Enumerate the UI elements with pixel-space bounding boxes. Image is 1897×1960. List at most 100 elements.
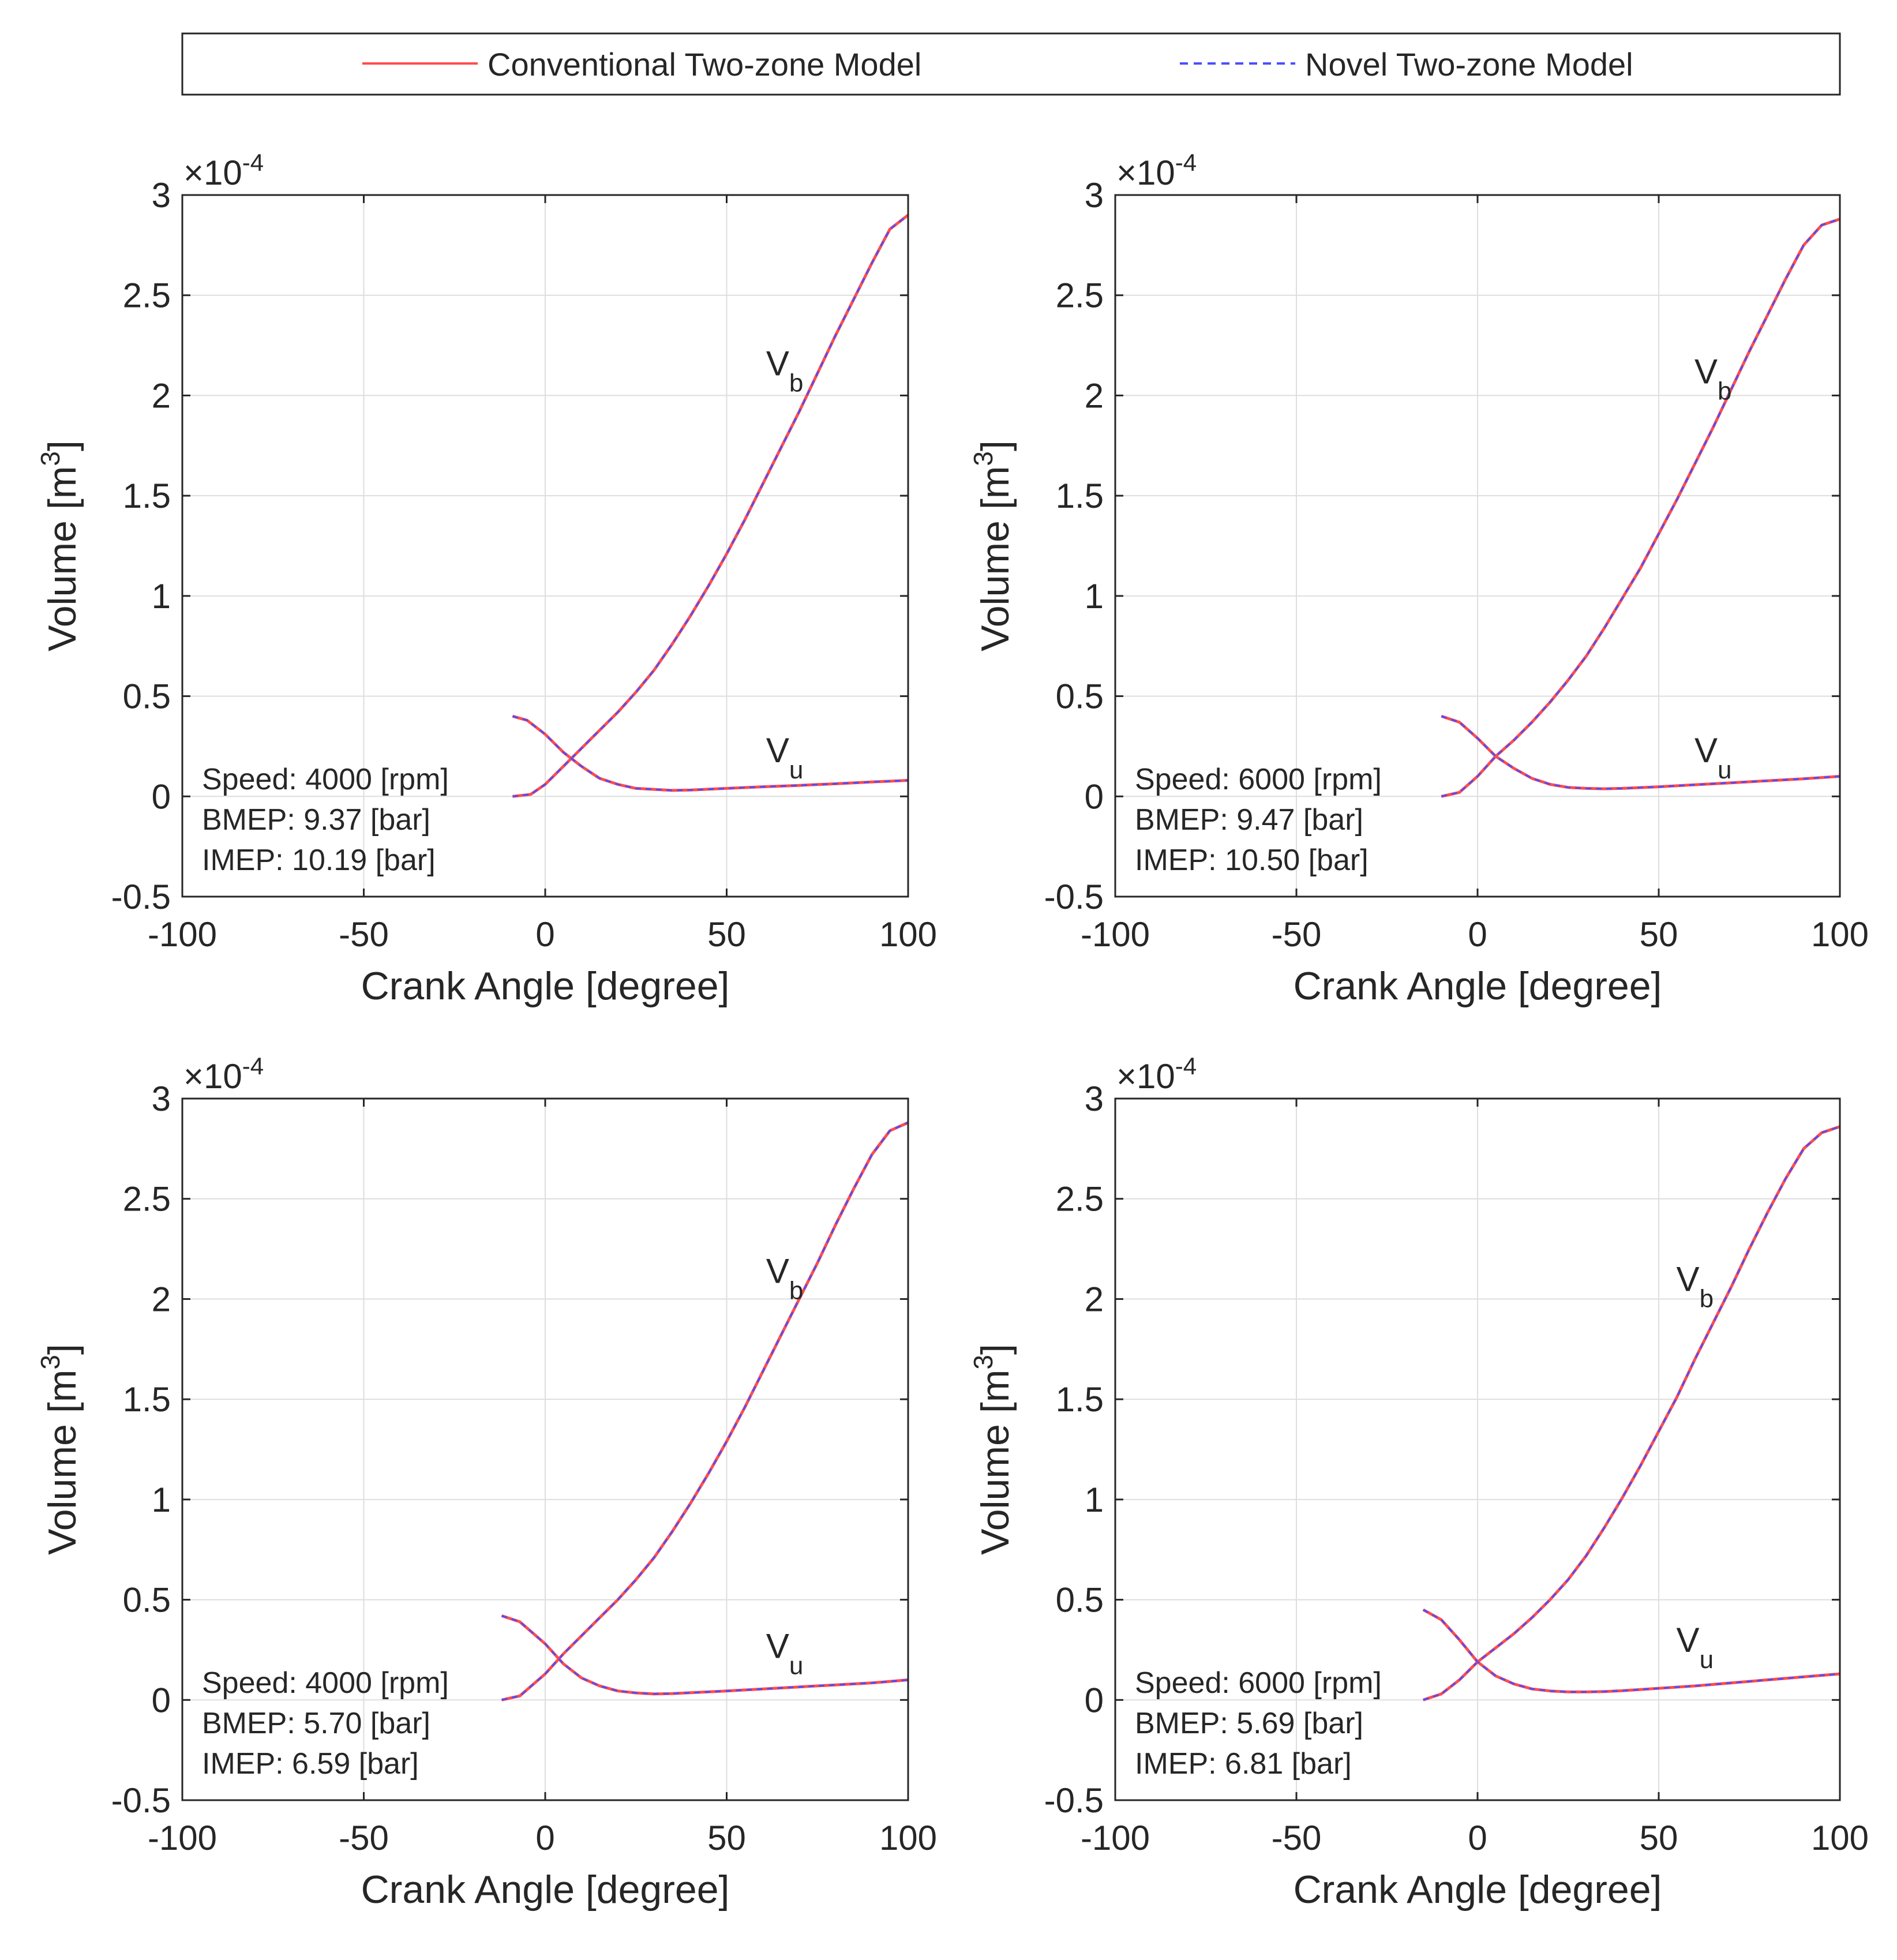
y-exponent-label: ×10-4 xyxy=(1116,1052,1197,1096)
x-tick-label: 50 xyxy=(707,915,746,954)
series-line-vu-novel xyxy=(1441,715,1840,790)
x-axis-label: Crank Angle [degree] xyxy=(361,1868,730,1912)
y-tick-label: 0.5 xyxy=(1056,1581,1104,1620)
y-tick-label: 3 xyxy=(152,1080,171,1118)
x-tick-label: -50 xyxy=(1272,915,1322,954)
annotation-text: IMEP: 6.81 [bar] xyxy=(1135,1747,1352,1781)
y-tick-label: 3 xyxy=(152,176,171,215)
y-tick-label: 0.5 xyxy=(1056,677,1104,716)
x-tick-label: 0 xyxy=(535,1819,554,1857)
vu-curve-label: Vu xyxy=(766,1627,804,1680)
x-tick-label: -50 xyxy=(1272,1819,1322,1857)
x-tick-label: 50 xyxy=(1640,1819,1678,1857)
x-tick-label: 100 xyxy=(1811,1819,1869,1857)
vb-curve-label: Vb xyxy=(766,344,804,398)
y-tick-label: 2 xyxy=(1085,376,1104,415)
series-line-vu-novel xyxy=(1423,1609,1840,1693)
x-tick-label: 100 xyxy=(1811,915,1869,954)
x-axis-label: Crank Angle [degree] xyxy=(1294,1868,1662,1912)
y-exponent-label: ×10-4 xyxy=(183,149,264,192)
y-tick-label: -0.5 xyxy=(1044,1781,1104,1820)
y-tick-label: 2.5 xyxy=(123,1180,171,1219)
annotation-text: Speed: 4000 [rpm] xyxy=(202,763,449,796)
y-exponent-label: ×10-4 xyxy=(1116,149,1197,192)
y-tick-label: 0 xyxy=(1085,1681,1104,1719)
x-tick-label: 0 xyxy=(535,915,554,954)
y-tick-label: 2 xyxy=(152,1280,171,1318)
y-tick-label: 2.5 xyxy=(1056,1180,1104,1219)
vu-curve-label: Vu xyxy=(766,731,804,784)
x-tick-label: 100 xyxy=(879,915,937,954)
annotation-text: BMEP: 9.47 [bar] xyxy=(1135,803,1363,837)
y-tick-label: 0 xyxy=(152,777,171,816)
annotation-text: IMEP: 10.50 [bar] xyxy=(1135,844,1369,877)
x-tick-label: 50 xyxy=(1640,915,1678,954)
chart-panel-top-left: -100 -50 0 50 100 -0.5 0 0.5 1 1.5 2 2.5 3 ×10-4 Crank… xyxy=(35,149,937,1008)
y-tick-label: 0 xyxy=(1085,777,1104,816)
y-axis-label: Volume [m3] xyxy=(35,1344,84,1555)
annotation-text: BMEP: 9.37 [bar] xyxy=(202,803,430,837)
y-tick-label: -0.5 xyxy=(1044,878,1104,916)
x-tick-label: 0 xyxy=(1468,1819,1487,1857)
y-tick-label: 0.5 xyxy=(123,1581,171,1620)
vb-curve-label: Vb xyxy=(766,1252,804,1305)
series-line-vb-novel xyxy=(1441,218,1840,797)
x-tick-label: -100 xyxy=(1081,1819,1150,1857)
chart-panel-bottom-right: -100 -50 0 50 100 -0.5 0 0.5 1 1.5 2 2.5 3 ×10-4 Crank… xyxy=(968,1052,1869,1912)
annotation-text: IMEP: 6.59 [bar] xyxy=(202,1747,419,1781)
y-axis-label: Volume [m3] xyxy=(968,1344,1017,1555)
annotation-text: BMEP: 5.69 [bar] xyxy=(1135,1707,1363,1740)
y-tick-label: 2.5 xyxy=(1056,276,1104,315)
vu-curve-label: Vu xyxy=(1694,731,1732,784)
chart-panel-bottom-left: -100 -50 0 50 100 -0.5 0 0.5 1 1.5 2 2.5 3 ×10-4 Crank… xyxy=(35,1052,937,1912)
y-tick-label: 1.5 xyxy=(123,1380,171,1419)
x-tick-label: 50 xyxy=(707,1819,746,1857)
annotation-text: Speed: 4000 [rpm] xyxy=(202,1666,449,1700)
y-tick-label: 1 xyxy=(152,577,171,616)
legend: Conventional Two-zone Model Novel Two-zo… xyxy=(181,32,1841,96)
vb-curve-label: Vb xyxy=(1677,1260,1714,1313)
y-axis-label: Volume [m3] xyxy=(35,440,84,651)
x-tick-label: 100 xyxy=(879,1819,937,1857)
y-tick-label: 1.5 xyxy=(1056,1380,1104,1419)
legend-label-conventional: Conventional Two-zone Model xyxy=(488,46,921,83)
series-line-vu-novel xyxy=(501,1614,909,1695)
y-tick-label: 0 xyxy=(152,1681,171,1719)
legend-label-novel: Novel Two-zone Model xyxy=(1305,46,1633,83)
series-line-vb-novel xyxy=(1423,1126,1840,1701)
y-tick-label: 1 xyxy=(1085,1481,1104,1519)
x-tick-label: -100 xyxy=(148,915,217,954)
x-tick-label: -100 xyxy=(148,1819,217,1857)
y-tick-label: 2.5 xyxy=(123,276,171,315)
y-tick-label: -0.5 xyxy=(111,878,171,916)
y-tick-label: 3 xyxy=(1085,1080,1104,1118)
series-line-vu-novel xyxy=(512,715,909,792)
x-axis-label: Crank Angle [degree] xyxy=(1294,964,1662,1008)
x-tick-label: -100 xyxy=(1081,915,1150,954)
annotation-text: Speed: 6000 [rpm] xyxy=(1135,763,1382,796)
x-tick-label: 0 xyxy=(1468,915,1487,954)
x-tick-label: -50 xyxy=(339,915,389,954)
annotation-text: Speed: 6000 [rpm] xyxy=(1135,1666,1382,1700)
y-tick-label: 0.5 xyxy=(123,677,171,716)
y-tick-label: 2 xyxy=(1085,1280,1104,1318)
y-tick-label: 3 xyxy=(1085,176,1104,215)
vu-curve-label: Vu xyxy=(1677,1621,1714,1674)
y-tick-label: 1.5 xyxy=(123,477,171,515)
y-tick-label: -0.5 xyxy=(111,1781,171,1820)
annotation-text: BMEP: 5.70 [bar] xyxy=(202,1707,430,1740)
y-tick-label: 1.5 xyxy=(1056,477,1104,515)
vb-curve-label: Vb xyxy=(1694,353,1732,406)
y-axis-label: Volume [m3] xyxy=(968,440,1017,651)
chart-panel-top-right: -100 -50 0 50 100 -0.5 0 0.5 1 1.5 2 2.5 3 ×10-4 Crank… xyxy=(968,149,1869,1008)
y-exponent-label: ×10-4 xyxy=(183,1052,264,1096)
series-line-vb-novel xyxy=(501,1122,909,1701)
y-tick-label: 1 xyxy=(152,1481,171,1519)
y-tick-label: 1 xyxy=(1085,577,1104,616)
y-tick-label: 2 xyxy=(152,376,171,415)
x-tick-label: -50 xyxy=(339,1819,389,1857)
series-line-vb-novel xyxy=(512,214,909,797)
annotation-text: IMEP: 10.19 [bar] xyxy=(202,844,436,877)
x-axis-label: Crank Angle [degree] xyxy=(361,964,730,1008)
